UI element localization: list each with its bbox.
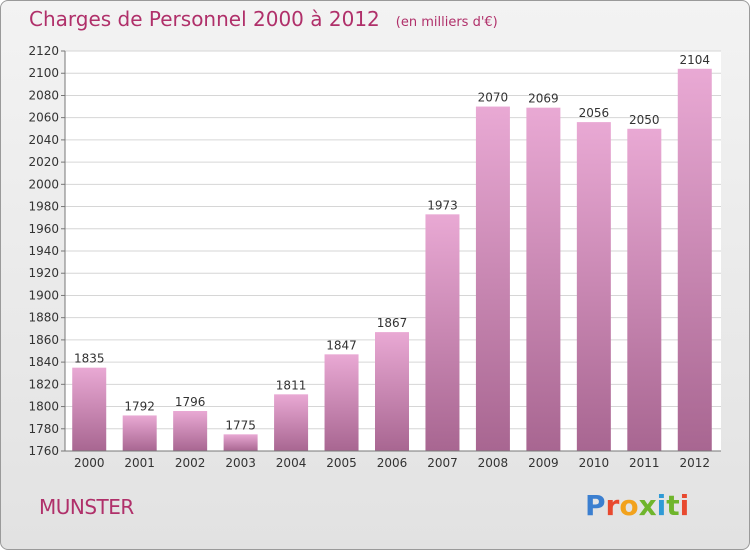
y-tick-label: 1860: [28, 333, 59, 347]
x-tick-label: 2003: [225, 456, 256, 470]
y-tick-label: 2000: [28, 177, 59, 191]
logo-letter: o: [619, 489, 639, 522]
y-tick-label: 1840: [28, 355, 59, 369]
data-label-2006: 1867: [377, 316, 408, 330]
data-label-2001: 1792: [124, 399, 155, 413]
bar-2007: [425, 214, 460, 451]
logo-letter: i: [679, 489, 690, 522]
logo-letter: r: [605, 489, 620, 522]
proxiti-logo: Proxiti: [585, 489, 689, 522]
title-unit: (en milliers d'€): [395, 15, 498, 30]
bar-2002: [173, 411, 208, 451]
x-tick-label: 2008: [478, 456, 509, 470]
data-label-2004: 1811: [276, 378, 307, 392]
data-label-2012: 2104: [679, 53, 710, 67]
bar-2008: [475, 106, 510, 452]
y-tick-label: 1920: [28, 266, 59, 280]
x-tick-label: 2010: [579, 456, 610, 470]
data-label-2005: 1847: [326, 338, 357, 352]
chart-title: Charges de Personnel 2000 à 2012 (en mill…: [29, 7, 498, 31]
x-tick-label: 2012: [679, 456, 710, 470]
logo-letter: t: [666, 489, 680, 522]
y-tick-label: 2020: [28, 155, 59, 169]
bar-2010: [576, 122, 611, 451]
x-tick-label: 2007: [427, 456, 458, 470]
y-tick-label: 1780: [28, 422, 59, 436]
bar-2000: [72, 367, 107, 451]
bar-2001: [122, 415, 157, 451]
y-tick-label: 1960: [28, 222, 59, 236]
x-tick-label: 2006: [377, 456, 408, 470]
y-tick-label: 2040: [28, 133, 59, 147]
x-tick-label: 2004: [276, 456, 307, 470]
x-tick-label: 2001: [124, 456, 155, 470]
data-label-2002: 1796: [175, 395, 206, 409]
x-tick-label: 2005: [326, 456, 357, 470]
y-tick-label: 2120: [28, 44, 59, 58]
bar-2011: [627, 128, 662, 451]
bar-2005: [324, 354, 359, 451]
bar-2012: [677, 68, 712, 452]
data-label-2009: 2069: [528, 92, 559, 106]
data-label-2000: 1835: [74, 352, 105, 366]
x-tick-label: 2009: [528, 456, 559, 470]
y-tick-label: 1760: [28, 444, 59, 458]
x-axis-labels: 2000 2001 2002 2003 2004 2005 2006 2007 2008 2009…: [74, 456, 710, 470]
title-text: Charges de Personnel 2000 à 2012: [29, 7, 380, 31]
y-tick-label: 2100: [28, 66, 59, 80]
bar-2003: [223, 434, 258, 451]
data-label-2010: 2056: [579, 106, 610, 120]
bar-2009: [526, 107, 561, 452]
logo-letter: x: [638, 489, 657, 522]
city-name: MUNSTER: [39, 495, 134, 519]
y-tick-label: 1980: [28, 200, 59, 214]
bar-2004: [274, 394, 309, 451]
y-tick-label: 1800: [28, 400, 59, 414]
data-label-2007: 1973: [427, 198, 458, 212]
y-tick-label: 1820: [28, 377, 59, 391]
x-tick-label: 2000: [74, 456, 105, 470]
y-tick-label: 1900: [28, 288, 59, 302]
bar-2006: [375, 332, 409, 451]
y-tick-label: 1940: [28, 244, 59, 258]
bars-group: 1835 1792 1796 1775 1811 1847 1867 1973 2070 2069…: [72, 53, 712, 452]
x-tick-label: 2011: [629, 456, 660, 470]
y-tick-label: 1880: [28, 311, 59, 325]
logo-letter: i: [656, 489, 667, 522]
data-label-2011: 2050: [629, 113, 660, 127]
y-tick-label: 2080: [28, 88, 59, 102]
logo-letter: P: [585, 489, 606, 522]
x-tick-label: 2002: [175, 456, 206, 470]
data-label-2003: 1775: [225, 418, 256, 432]
y-axis-labels: 1760 1780 1800 1820 1840 1860 1880 1900 1920 1940…: [28, 44, 59, 458]
data-label-2008: 2070: [478, 91, 509, 105]
y-tick-label: 2060: [28, 111, 59, 125]
